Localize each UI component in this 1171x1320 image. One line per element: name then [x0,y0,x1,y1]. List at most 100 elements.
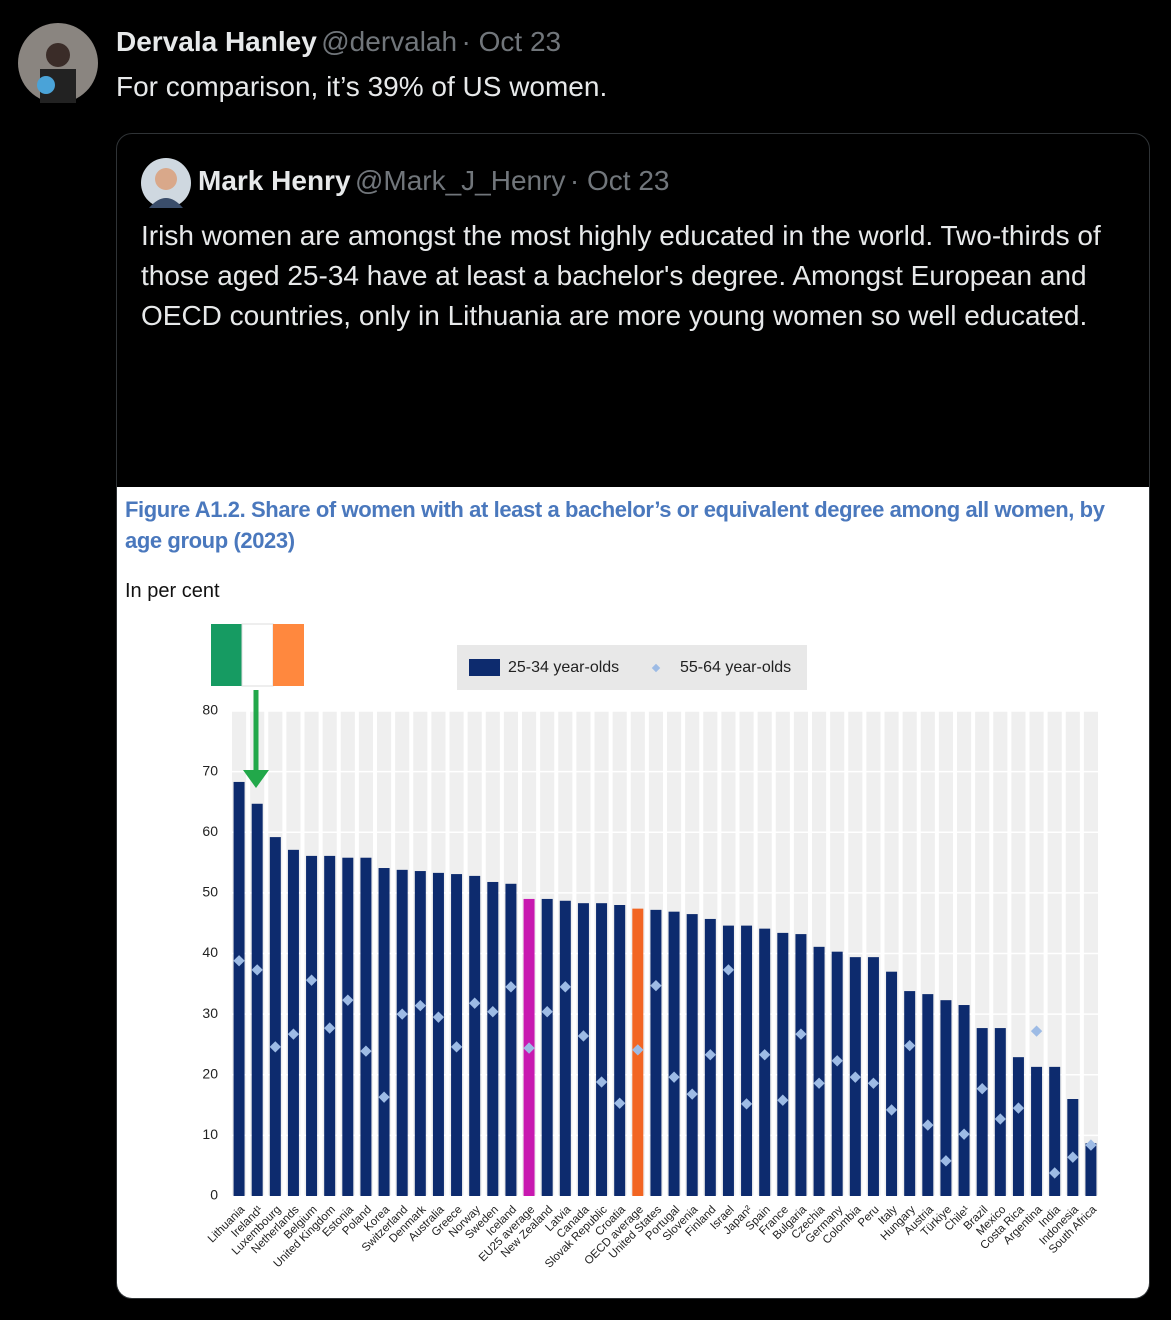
diamond-marker [650,979,662,992]
bar [541,898,553,1196]
diamond-marker [487,1006,499,1018]
diamond-marker [360,1045,372,1057]
diamond-marker [1085,1139,1097,1151]
author[interactable]: Dervala Hanley [116,26,317,57]
diamond-marker [233,955,245,967]
legend-label: 25-34 year-olds [508,659,619,676]
bar [650,909,662,1196]
y-tick-label: 0 [210,1187,218,1203]
arrow [243,690,269,788]
y-tick-label: 20 [202,1065,218,1081]
bar [1031,1066,1043,1196]
tweet-header: Dervala Hanley @dervalah · Oct 23 [116,26,561,58]
legend-swatch [469,659,500,676]
y-tick-label: 30 [202,1005,218,1021]
ireland-flag [211,623,304,687]
legend-box [457,645,807,690]
diamond-marker [885,1104,898,1116]
quoted-avatar [141,158,191,208]
bar [269,837,281,1196]
y-tick-label: 10 [202,1126,218,1142]
bar [886,971,898,1196]
chart-title: Figure A1.2. Share of women with at leas… [125,497,1105,553]
bar [922,994,934,1196]
y-tick-label: 50 [202,884,218,900]
diamond-marker [686,1088,698,1100]
legend-label: 55-64 year-olds [680,659,791,676]
bar [867,957,879,1196]
y-tick-label: 80 [202,702,218,718]
y-axis-label: In per cent [125,580,220,602]
bar [940,1000,952,1196]
y-tick-label: 40 [202,944,218,960]
quoted-header: Mark Henry @Mark_J_Henry · Oct 23 [198,165,670,197]
bar [777,932,789,1196]
bar [432,872,444,1196]
bar [233,781,245,1196]
diamond-marker [378,1091,390,1103]
chart: 01020304050607080LithuaniaIreland¹Luxemb… [202,623,1102,1271]
bar [596,903,608,1196]
diamond-marker [777,1094,789,1106]
diamond-marker [324,1022,336,1034]
diamond-marker [305,974,318,986]
bar [360,857,372,1196]
bar [976,1028,988,1196]
diamond-marker [1012,1102,1025,1114]
bar [831,951,843,1196]
diamond-marker [759,1049,771,1061]
tweet-text: For comparison, it’s 39% of US women. [116,71,608,102]
bar [342,857,354,1196]
avatar[interactable] [18,23,98,103]
handle: @Mark_J_Henry [354,165,566,196]
bar [287,849,299,1196]
legend-swatch [651,663,661,673]
bar [306,855,318,1196]
diamond-marker [994,1113,1006,1125]
bar [813,946,825,1196]
diamond-marker [414,999,426,1012]
diamond-marker [704,1049,716,1061]
y-tick-label: 70 [202,762,218,778]
bar [795,934,807,1196]
author: Mark Henry [198,165,351,196]
bar [759,928,771,1196]
bar [668,911,680,1196]
diamond-marker [450,1041,463,1053]
bar [414,871,426,1196]
bar [614,905,626,1196]
bar [1049,1066,1061,1196]
diamond-marker [614,1097,626,1109]
diamond-marker [251,964,263,976]
diamond-marker [342,994,354,1006]
diamond-marker [922,1119,934,1131]
diamond-marker [1067,1151,1079,1163]
diamond-marker [432,1011,445,1023]
bar [722,925,734,1196]
bar [487,881,499,1196]
diamond-marker [469,997,481,1009]
diamond-marker [976,1083,988,1095]
diamond-marker [1030,1025,1043,1037]
bar [396,869,408,1196]
diamond-marker [795,1028,807,1040]
bar [1012,1057,1024,1196]
bar [958,1005,970,1196]
diamond-marker [505,981,517,993]
diamond-marker [1049,1167,1061,1179]
bar [378,868,390,1196]
diamond-marker [867,1077,880,1089]
diamond-marker [269,1041,281,1053]
diamond-marker [904,1039,916,1052]
bar [741,925,753,1196]
diamond-marker [541,1006,553,1018]
diamond-marker [958,1128,970,1140]
bar [505,883,517,1196]
bar [251,803,263,1196]
diamond-marker [595,1076,608,1088]
diamond-marker [577,1030,590,1042]
handle[interactable]: @dervalah [321,26,458,57]
date[interactable]: · Oct 23 [461,26,562,57]
bar [577,903,589,1196]
